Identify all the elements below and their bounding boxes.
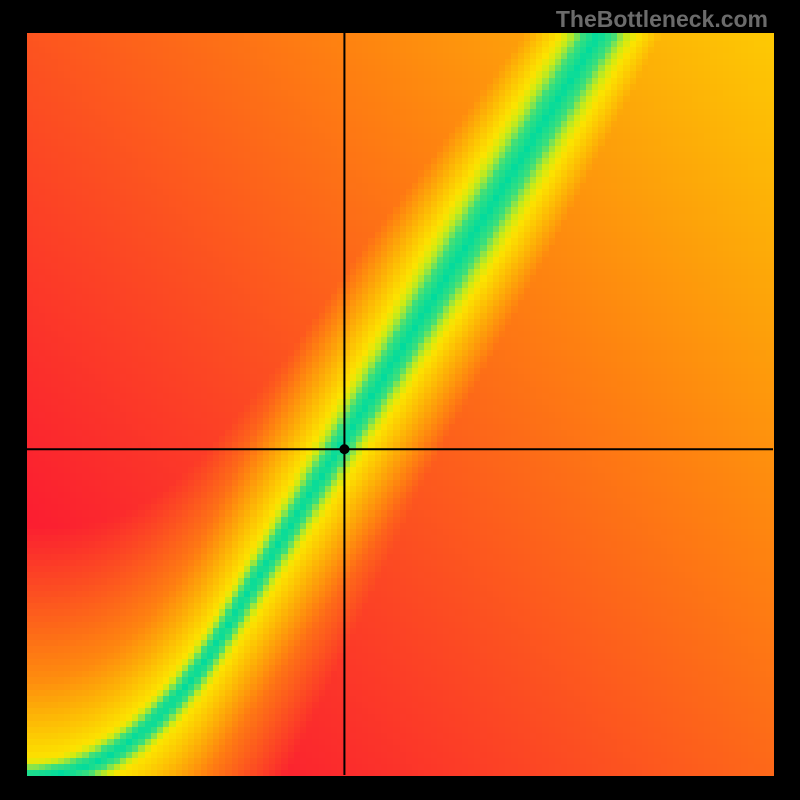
bottleneck-heatmap (0, 0, 800, 800)
chart-container: TheBottleneck.com (0, 0, 800, 800)
watermark-text: TheBottleneck.com (556, 6, 768, 33)
